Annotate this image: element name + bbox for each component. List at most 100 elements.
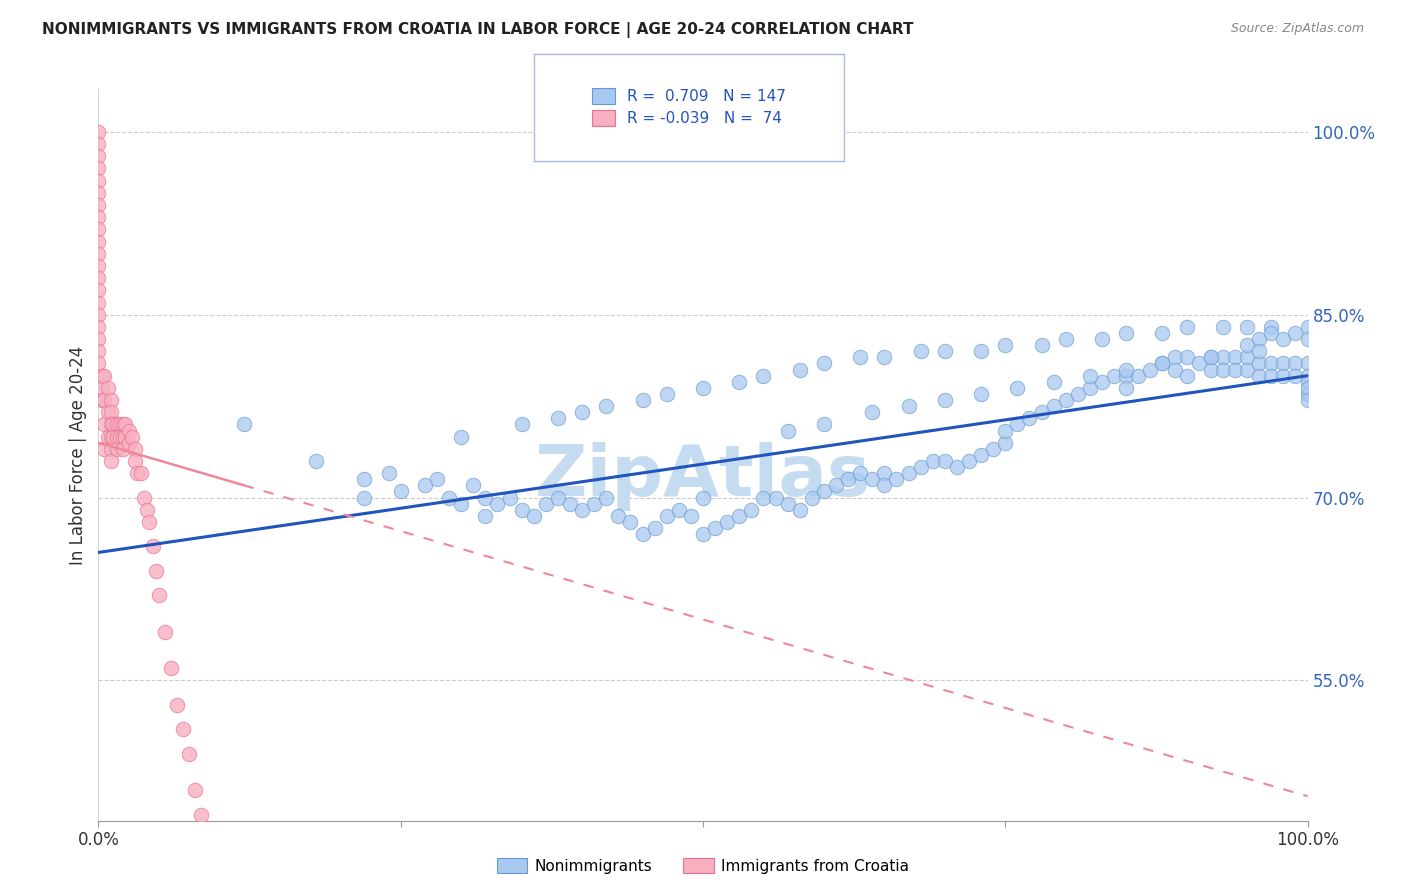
Point <box>142 539 165 553</box>
Point <box>970 448 993 462</box>
Point <box>87 246 110 260</box>
Point <box>87 186 110 200</box>
Point <box>1115 368 1137 383</box>
Point <box>1236 362 1258 376</box>
Point <box>1128 368 1150 383</box>
Point <box>776 497 799 511</box>
Point <box>450 497 472 511</box>
Point <box>1199 362 1222 376</box>
Point <box>1284 368 1306 383</box>
Point <box>108 417 131 432</box>
Point <box>631 392 654 407</box>
Legend: Nonimmigrants, Immigrants from Croatia: Nonimmigrants, Immigrants from Croatia <box>491 852 915 880</box>
Point <box>1188 356 1211 370</box>
Point <box>873 478 896 492</box>
Point <box>1296 356 1319 370</box>
Point <box>957 454 980 468</box>
Point <box>1296 381 1319 395</box>
Point <box>135 502 157 516</box>
Point <box>776 424 799 438</box>
Point <box>800 491 823 505</box>
Point <box>1042 399 1064 413</box>
Point <box>837 472 859 486</box>
Point <box>1296 375 1319 389</box>
Point <box>124 442 146 456</box>
Point <box>813 484 835 499</box>
Point <box>129 466 152 480</box>
Point <box>160 661 183 675</box>
Point <box>166 698 188 712</box>
Point <box>1260 319 1282 334</box>
Point <box>595 399 617 413</box>
Point <box>1175 368 1198 383</box>
Point <box>1031 338 1053 352</box>
Point <box>153 624 176 639</box>
Point <box>93 417 115 432</box>
Point <box>583 497 606 511</box>
Point <box>860 405 883 419</box>
Point <box>1163 362 1185 376</box>
Point <box>184 783 207 797</box>
Point <box>87 210 110 224</box>
Point <box>1296 319 1319 334</box>
Point <box>87 125 110 139</box>
Point <box>353 491 375 505</box>
Point <box>1284 356 1306 370</box>
Point <box>1249 344 1271 359</box>
Point <box>1078 368 1101 383</box>
Point <box>934 454 956 468</box>
Point <box>1031 405 1053 419</box>
Point <box>1236 351 1258 365</box>
Point <box>765 491 787 505</box>
Point <box>1018 411 1040 425</box>
Point <box>114 417 136 432</box>
Point <box>934 392 956 407</box>
Point <box>1175 351 1198 365</box>
Point <box>1078 381 1101 395</box>
Point <box>534 497 557 511</box>
Point <box>353 472 375 486</box>
Point <box>752 491 775 505</box>
Point <box>1223 362 1246 376</box>
Point <box>523 508 546 523</box>
Point <box>1199 351 1222 365</box>
Point <box>1212 362 1234 376</box>
Point <box>692 527 714 541</box>
Point <box>105 442 128 456</box>
Point <box>463 478 485 492</box>
Point <box>1296 387 1319 401</box>
Point <box>195 831 218 846</box>
Legend: R =  0.709   N = 147, R = -0.039   N =  74: R = 0.709 N = 147, R = -0.039 N = 74 <box>586 82 792 132</box>
Point <box>886 472 908 486</box>
Point <box>121 429 143 443</box>
Point <box>716 515 738 529</box>
Point <box>789 502 811 516</box>
Point <box>921 454 943 468</box>
Point <box>1067 387 1090 401</box>
Point <box>644 521 666 535</box>
Point <box>87 198 110 212</box>
Point <box>873 466 896 480</box>
Point <box>510 502 533 516</box>
Point <box>1007 417 1029 432</box>
Point <box>813 417 835 432</box>
Point <box>631 527 654 541</box>
Point <box>87 271 110 285</box>
Point <box>87 235 110 249</box>
Point <box>389 484 412 499</box>
Point <box>1260 326 1282 340</box>
Point <box>1272 332 1295 346</box>
Point <box>114 429 136 443</box>
Point <box>413 478 436 492</box>
Point <box>728 375 751 389</box>
Point <box>1152 326 1174 340</box>
Point <box>87 149 110 163</box>
Point <box>1115 381 1137 395</box>
Point <box>994 424 1017 438</box>
Point <box>1115 362 1137 376</box>
Point <box>558 497 581 511</box>
Point <box>849 466 872 480</box>
Point <box>692 491 714 505</box>
Point <box>111 442 134 456</box>
Point <box>1091 332 1114 346</box>
